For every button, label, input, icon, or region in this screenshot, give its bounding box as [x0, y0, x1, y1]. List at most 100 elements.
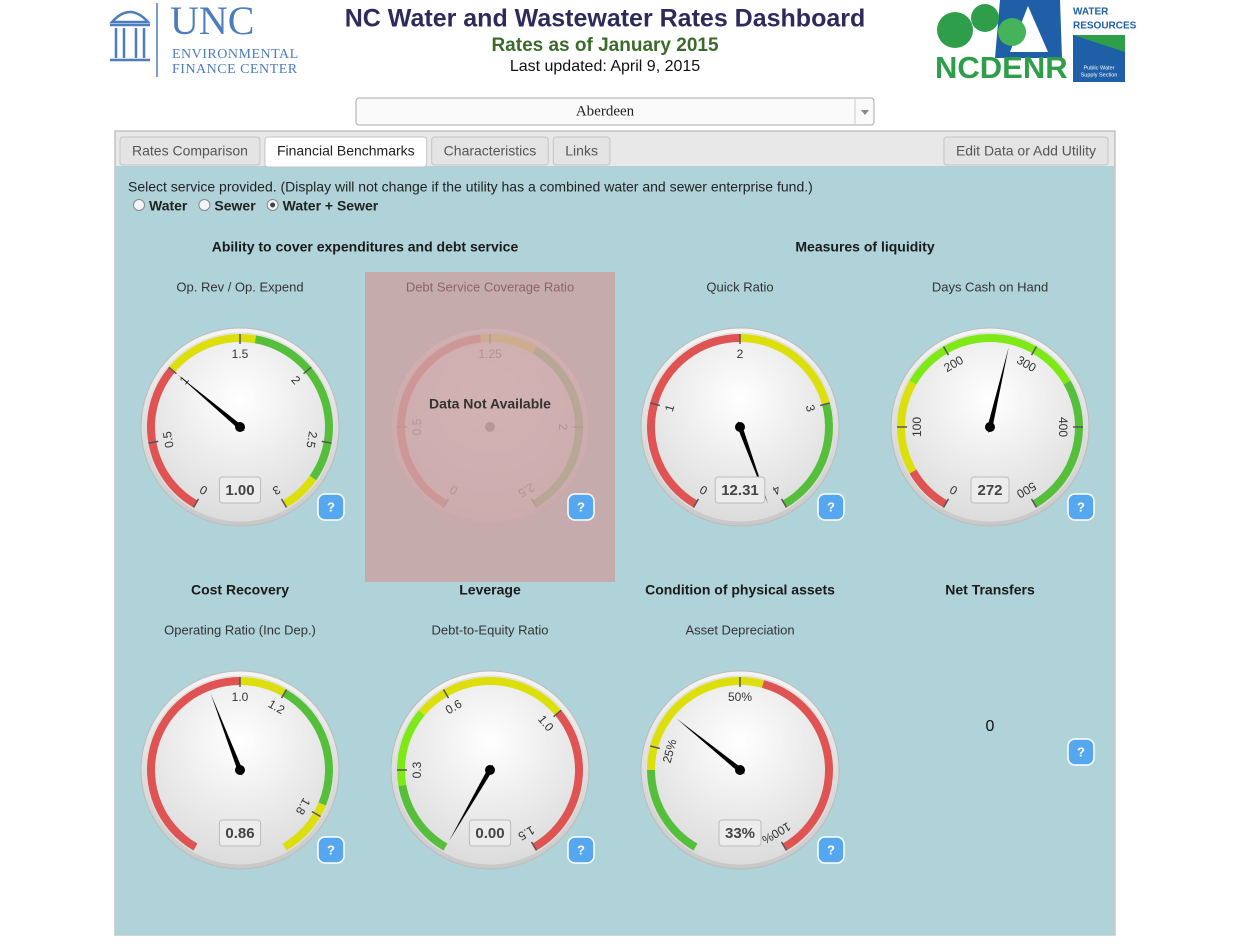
gauge-band [782, 402, 834, 508]
tab-label: Financial Benchmarks [277, 143, 415, 159]
gauge-value: 272 [977, 482, 1002, 499]
gauge-title: Asset Depreciation [685, 622, 794, 637]
gauge: 1.0 1.21.80.86 [140, 670, 340, 870]
radio-dot [270, 202, 276, 208]
gauge-tick-label: 2 [737, 347, 744, 361]
old-well-icon [109, 10, 151, 62]
gauge-tick-label: 0.3 [410, 761, 424, 778]
help-background [317, 493, 345, 521]
last-updated: Last updated: April 9, 2015 [510, 58, 700, 75]
help-label: ? [327, 499, 335, 514]
gauge-tick-label: 2.5 [303, 430, 320, 449]
gauge-tick [692, 498, 700, 508]
tab-background [943, 136, 1109, 166]
gauge-tick-label: 1 [662, 403, 677, 413]
gauge-band [398, 784, 448, 851]
help-button[interactable]: ? [567, 493, 595, 521]
service-radio[interactable]: Sewer [198, 198, 256, 214]
tab-label: Edit Data or Add Utility [956, 143, 1096, 159]
value-box [218, 819, 262, 847]
tab[interactable]: Financial Benchmarks [264, 136, 428, 168]
logo-section: Supply Section [1081, 72, 1118, 78]
help-background [817, 493, 845, 521]
help-label: ? [827, 842, 835, 857]
help-button[interactable]: ? [317, 836, 345, 864]
gauge-tick [780, 498, 788, 508]
tab-bar: Rates Comparison Financial Benchmarks Char… [119, 136, 1109, 168]
gauge-title: Op. Rev / Op. Expend [176, 279, 303, 294]
utility-selector[interactable]: Aberdeen [355, 97, 875, 126]
help-button[interactable]: ? [1067, 738, 1095, 766]
gauge-band [147, 367, 198, 508]
gauge-tick [530, 841, 538, 851]
gauge-band [740, 334, 830, 406]
service-radio[interactable]: Water [133, 198, 188, 214]
value-box [970, 476, 1010, 504]
gauge-band [282, 475, 317, 508]
unavailable-overlay [365, 272, 615, 582]
unc-logo: UNC ENVIRONMENTAL FINANCE CENTER [109, 0, 298, 77]
gauge-tick [148, 440, 159, 444]
gauge-tick [649, 745, 661, 750]
help-background [317, 836, 345, 864]
gauge-tick [649, 402, 661, 407]
tab-label: Rates Comparison [132, 143, 248, 159]
service-radio[interactable]: Water + Sewer [266, 198, 379, 214]
gauge-pivot [735, 765, 745, 775]
help-label: ? [827, 499, 835, 514]
page-title: NC Water and Wastewater Rates Dashboard [345, 5, 866, 33]
radio-button [198, 199, 211, 211]
gauge-pivot [235, 765, 245, 775]
gauge-tick-label: 0.5 [160, 430, 177, 449]
gauge-tick [1030, 498, 1038, 508]
gauge-band [282, 689, 334, 806]
gauge: 25%50%100%33% [640, 670, 840, 870]
gauge-band [1032, 380, 1083, 508]
gauge: 00.511.522.531.00 [140, 327, 340, 527]
help-button[interactable]: ? [317, 493, 345, 521]
gauge-needle [210, 693, 243, 776]
gauge-title: Days Cash on Hand [932, 279, 1048, 294]
help-button[interactable]: ? [817, 836, 845, 864]
gauge-band [647, 770, 698, 851]
tab[interactable]: Edit Data or Add Utility [943, 136, 1109, 166]
logo-line: FINANCE CENTER [172, 62, 298, 77]
help-button[interactable]: ? [567, 836, 595, 864]
help-background [1067, 738, 1095, 766]
section-heading: Cost Recovery [191, 582, 289, 598]
help-label: ? [1077, 499, 1085, 514]
help-background [567, 493, 595, 521]
help-button[interactable]: ? [1067, 493, 1095, 521]
tab[interactable]: Rates Comparison [119, 136, 261, 166]
logo-division: RESOURCES [1073, 21, 1137, 32]
section-heading: Leverage [459, 582, 521, 598]
gauge-tick-label: 25% [660, 737, 680, 764]
help-label: ? [327, 842, 335, 857]
gauge-tick [321, 440, 332, 444]
help-label: ? [577, 499, 585, 514]
section-heading: Ability to cover expenditures and debt s… [212, 239, 519, 255]
help-label: ? [577, 842, 585, 857]
unavailable-message: Data Not Available [429, 396, 551, 412]
gauge-band [761, 680, 834, 851]
help-button[interactable]: ? [817, 493, 845, 521]
logo-section: Public Water [1084, 65, 1115, 71]
gauge-tick [553, 709, 562, 718]
tab[interactable]: Links [552, 136, 611, 166]
gauge-needle [987, 347, 1009, 433]
tab[interactable]: Characteristics [431, 136, 549, 166]
gauge-title: Quick Ratio [706, 279, 773, 294]
help-background [1067, 493, 1095, 521]
gauge-band [397, 710, 425, 787]
logo-division: WATER [1073, 7, 1109, 18]
gauge-tick [780, 841, 788, 851]
tab-label: Links [565, 143, 598, 159]
gauge-band [909, 333, 1071, 385]
radio-button [133, 199, 145, 211]
gauge-band [147, 677, 240, 851]
gauge-value: 1.00 [225, 482, 254, 499]
tab-background [431, 136, 549, 166]
